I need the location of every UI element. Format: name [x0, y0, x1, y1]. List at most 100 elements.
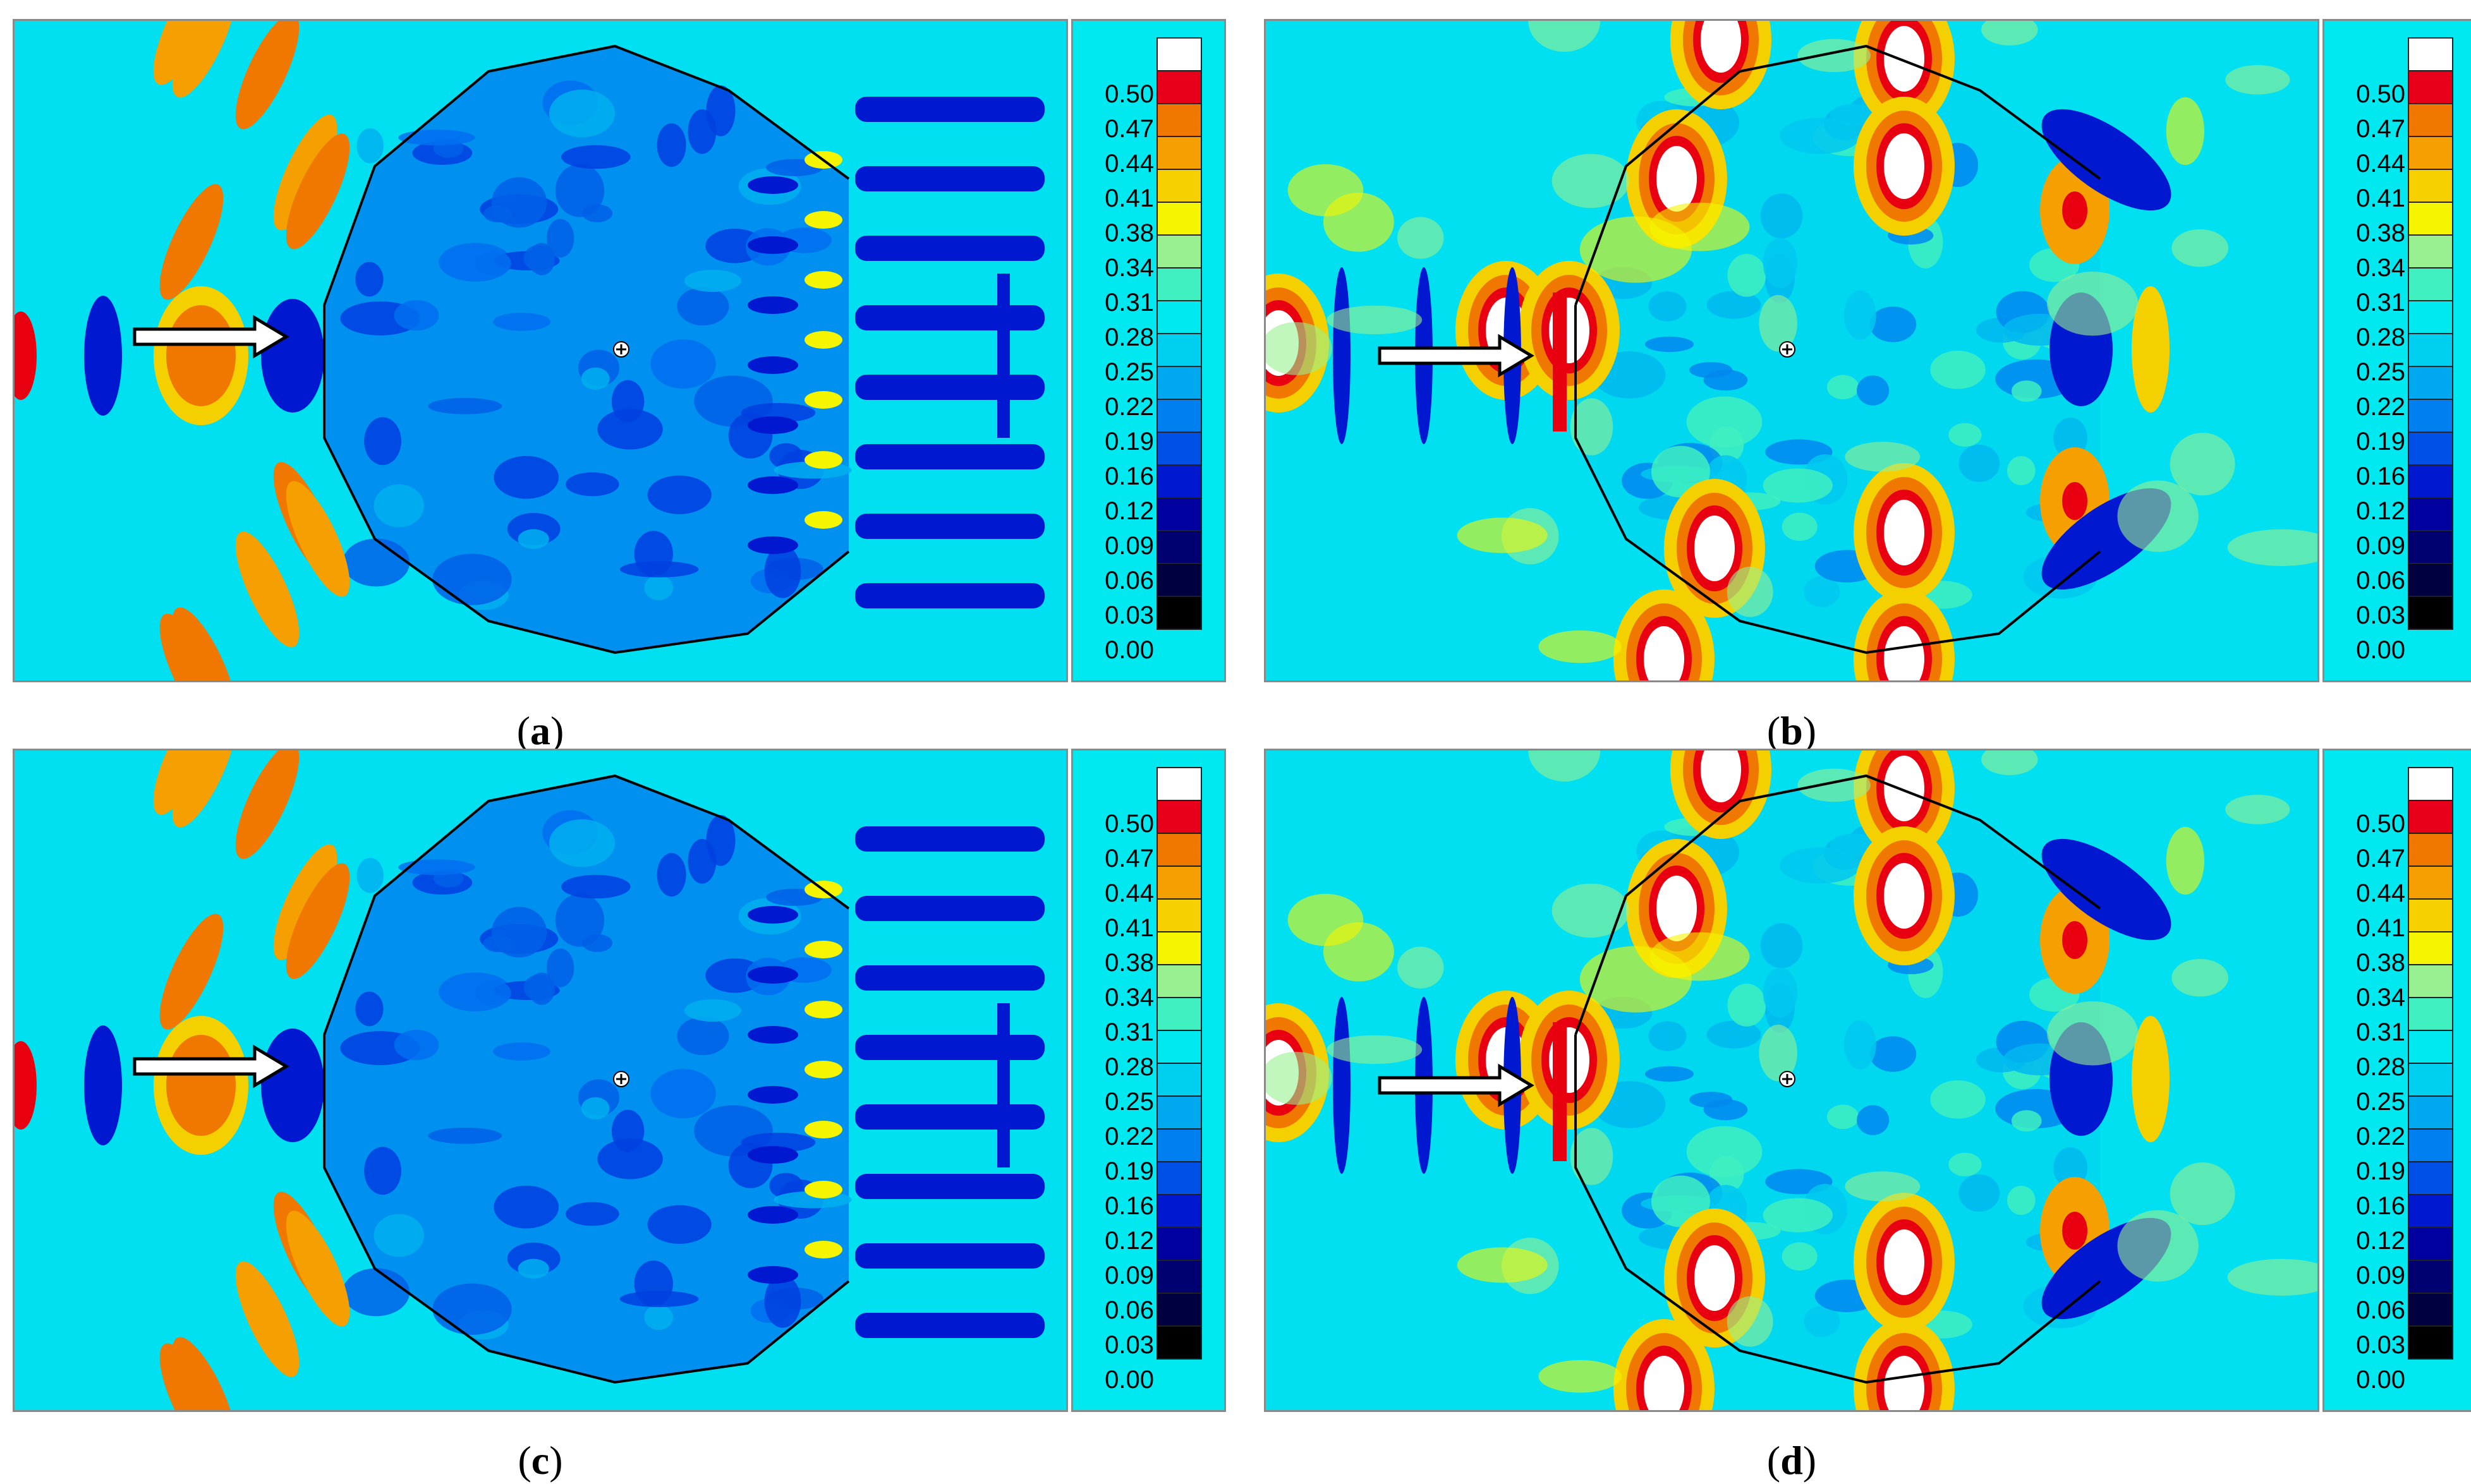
wave-band: [855, 305, 1045, 330]
colorbar-tick-label: 0.03: [1105, 1331, 1154, 1359]
field-blob: [2171, 958, 2229, 997]
colorbar-swatch: [1157, 300, 1202, 334]
wave-band: [2062, 1212, 2087, 1250]
colorbar-swatch: [1157, 333, 1202, 367]
field-blob: [1727, 253, 1766, 297]
colorbar-swatch: [2408, 931, 2453, 965]
field-blob: [432, 1283, 512, 1335]
colorbar-tick-label: 0.41: [1105, 184, 1154, 212]
colorbar-swatch: [1157, 136, 1202, 170]
caption-close: ): [550, 708, 564, 753]
field-blob: [657, 853, 686, 897]
field-blob: [561, 874, 631, 899]
colorbar-swatch: [1157, 563, 1202, 597]
body-interior: [324, 776, 849, 1382]
colorbar-swatch: [2408, 596, 2453, 630]
field-blob: [1644, 336, 1694, 353]
caption-letter: d: [1780, 1438, 1803, 1483]
wave-band: [804, 1181, 842, 1198]
panel-c: 0.50 0.47 0.44 0.41 0.38 0.34 0.31 0.28 0.25 0.22…: [13, 749, 1226, 1483]
field-blob: [650, 1069, 716, 1119]
field-blob: [432, 553, 512, 605]
colorbar-tick-label: 0.50: [2356, 810, 2405, 838]
colorbar-swatch: [2408, 898, 2453, 932]
field-blob: [555, 164, 605, 217]
wave-band: [748, 296, 798, 314]
colorbar-swatch: [2408, 1194, 2453, 1228]
field-blob: [764, 1275, 801, 1328]
wave-band: [2062, 921, 2087, 959]
field-blob: [1780, 118, 1861, 154]
wave-band: [855, 444, 1045, 469]
field-blob: [1570, 1128, 1613, 1185]
hotspot: [1701, 751, 1741, 802]
field-blob: [677, 287, 729, 326]
panel-a: 0.50 0.47 0.44 0.41 0.38 0.34 0.31 0.28 0.25 0.22…: [13, 19, 1226, 753]
field-blob: [644, 575, 674, 601]
wave-band: [804, 1001, 842, 1018]
colorbar-tick-label: 0.25: [1105, 358, 1154, 386]
caption-close: ): [549, 1438, 563, 1483]
hotspot: [1656, 146, 1697, 212]
field-blob: [555, 893, 605, 947]
field-blob: [475, 251, 511, 275]
field-blob: [343, 538, 410, 587]
field-blob: [2117, 480, 2199, 552]
colorbar-swatch: [1157, 497, 1202, 531]
colorbar-tick-label: 0.06: [2356, 567, 2405, 594]
hotspot: [1884, 500, 1924, 565]
body-interior: [324, 46, 849, 653]
panel-b: 0.50 0.47 0.44 0.41 0.38 0.34 0.31 0.28 0.25 0.22…: [1264, 19, 2471, 753]
wave-band: [15, 311, 37, 400]
field-blob: [764, 545, 801, 598]
field-blob: [561, 145, 631, 169]
field-blob: [2170, 432, 2235, 496]
colorbar-tick-label: 0.41: [2356, 184, 2405, 212]
wave-band: [273, 844, 337, 960]
wave-band: [1553, 1022, 1567, 1161]
field-blob: [1763, 468, 1833, 503]
colorbar-tick-label: 0.22: [1105, 393, 1154, 421]
wave-band: [1333, 267, 1351, 444]
field-blob: [2166, 826, 2205, 895]
colorbar-tick-label: 0.28: [2356, 1053, 2405, 1081]
colorbar-tick-label: 0.34: [2356, 984, 2405, 1011]
colorbar-tick-label: 0.44: [2356, 879, 2405, 907]
colorbar-swatch: [1157, 1325, 1202, 1360]
contour-field: [13, 19, 1068, 682]
field-blob: [1551, 883, 1630, 938]
colorbar-tick-label: 0.34: [1105, 254, 1154, 282]
field-blob: [1327, 1035, 1423, 1065]
field-blob: [493, 312, 551, 331]
field-blob: [582, 204, 613, 222]
field-blob: [491, 177, 547, 228]
hotspot: [1694, 516, 1735, 581]
field-blob: [1686, 396, 1763, 448]
colorbar-tick-label: 0.44: [2356, 150, 2405, 178]
wave-band: [855, 896, 1045, 921]
field-blob: [518, 529, 549, 549]
body-outline-lower: [323, 305, 850, 655]
wave-band: [855, 166, 1045, 191]
colorbar-tick-label: 0.19: [2356, 1157, 2405, 1185]
colorbar-tick-label: 0.38: [1105, 219, 1154, 247]
body-outline-lower: [1574, 305, 2101, 655]
field-blob: [1930, 1080, 1986, 1119]
colorbar-tick-label: 0.03: [1105, 601, 1154, 629]
field-blob: [428, 397, 502, 414]
field-blob: [1930, 351, 1986, 389]
wave-band: [804, 1061, 842, 1078]
field-blob: [684, 999, 741, 1022]
colorbar-tick-label: 0.22: [2356, 393, 2405, 421]
colorbar-tick-label: 0.06: [1105, 1296, 1154, 1324]
field-blob: [428, 1127, 502, 1144]
colorbar-swatch: [2408, 530, 2453, 564]
body-outline-upper: [323, 774, 850, 1035]
caption-open: (: [1766, 1438, 1781, 1483]
field-blob: [581, 1097, 610, 1119]
colorbar-ticks: 0.50 0.47 0.44 0.41 0.38 0.34 0.31 0.28 0.25 0.22…: [1078, 21, 1154, 680]
wave-band: [1553, 293, 1567, 431]
panel-d: 0.50 0.47 0.44 0.41 0.38 0.34 0.31 0.28 0.25 0.22…: [1264, 749, 2471, 1483]
wave-band: [855, 1313, 1045, 1338]
field-blob: [597, 1138, 663, 1179]
